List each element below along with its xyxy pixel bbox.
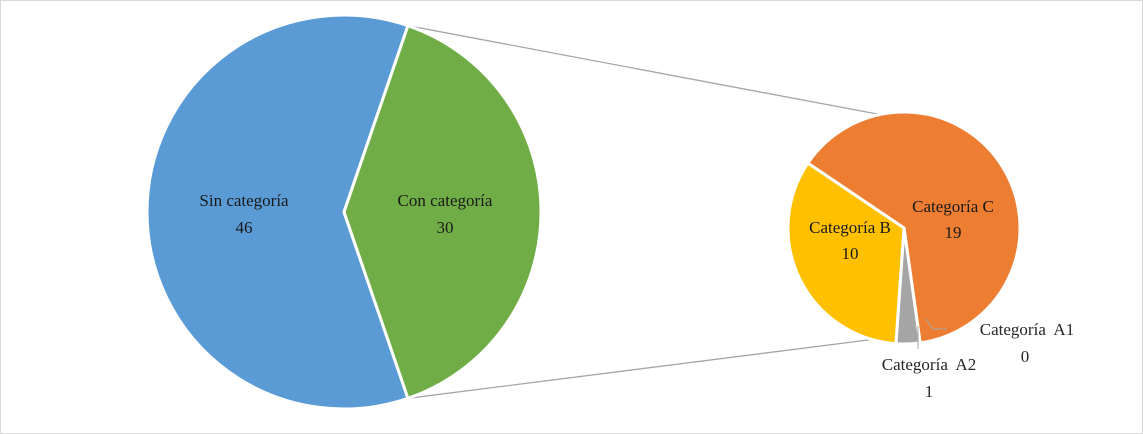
- main-pie-slice-sin-categoria: [145, 13, 410, 411]
- connector-lines: [407, 25, 881, 399]
- label-categoria-a1-name: Categoría A1: [980, 320, 1074, 339]
- main-pie: [145, 13, 543, 411]
- secondary-pie-slice-categoria-c: [806, 110, 1022, 345]
- label-con-categoria-name: Con categoría: [398, 191, 493, 210]
- label-categoria-b-name: Categoría B: [809, 218, 891, 237]
- label-categoria-c-name: Categoría C: [912, 197, 994, 216]
- label-categoria-a2-name: Categoría A2: [882, 355, 976, 374]
- label-categoria-c-value: 19: [945, 223, 962, 242]
- leader-line-categoria-a1: [925, 318, 947, 330]
- secondary-pie: [786, 110, 1022, 346]
- label-sin-categoria-value: 46: [236, 218, 253, 237]
- connector-line-top: [407, 25, 881, 116]
- label-sin-categoria-name: Sin categoría: [199, 191, 289, 210]
- main-pie-slice-con-categoria: [342, 24, 543, 400]
- label-categoria-b-value: 10: [842, 244, 859, 263]
- secondary-pie-slice-categoria-b: [786, 161, 906, 346]
- label-categoria-a2-value: 1: [925, 382, 934, 401]
- label-con-categoria-value: 30: [437, 218, 454, 237]
- connector-line-bottom: [407, 338, 873, 399]
- leader-lines: [917, 318, 947, 349]
- label-categoria-a1-value: 0: [1021, 347, 1030, 366]
